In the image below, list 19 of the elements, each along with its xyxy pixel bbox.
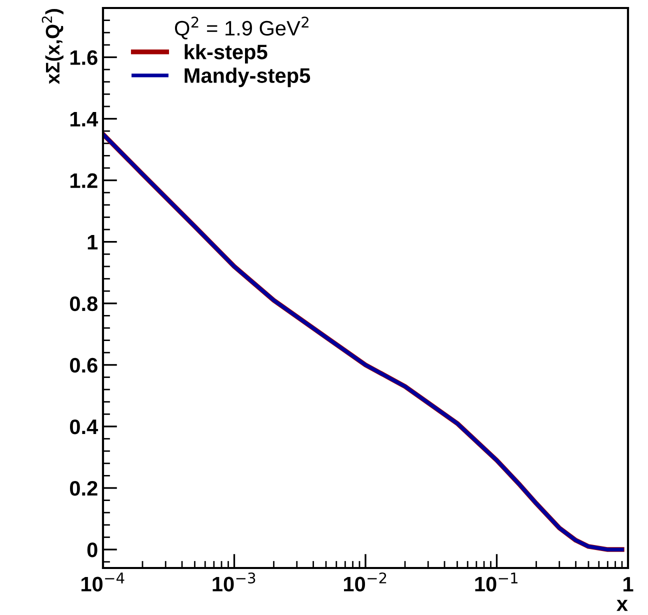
y-tick-label: 0: [87, 542, 98, 558]
y-tick-label: 0.8: [70, 296, 98, 312]
legend-label: Mandy-step5: [184, 68, 310, 88]
legend-title: Q$^{2}$ = 1.9 GeV$^{2}$: [174, 16, 308, 40]
y-tick-label: 0.6: [70, 358, 98, 373]
x-tick-label: 10$^{−4}$: [82, 572, 124, 592]
y-tick-label: 1.6: [70, 50, 98, 65]
y-tick-label: 1.4: [70, 112, 98, 126]
x-axis-title: x: [616, 600, 628, 611]
y-tick-label: 0.2: [70, 481, 98, 496]
x-tick-label: 1: [624, 577, 634, 592]
y-tick-label: 0.4: [70, 419, 98, 434]
y-tick-label: 1.2: [70, 173, 98, 188]
x-tick-label: 10$^{−2}$: [344, 572, 386, 592]
y-axis-title: xΣ(x,Q$^{2}$): [42, 9, 64, 84]
y-tick-label: 1: [88, 235, 98, 250]
x-tick-label: 10$^{−3}$: [212, 572, 256, 592]
x-tick-label: 10$^{−1}$: [475, 572, 518, 592]
legend-label: kk-step5: [184, 44, 268, 64]
